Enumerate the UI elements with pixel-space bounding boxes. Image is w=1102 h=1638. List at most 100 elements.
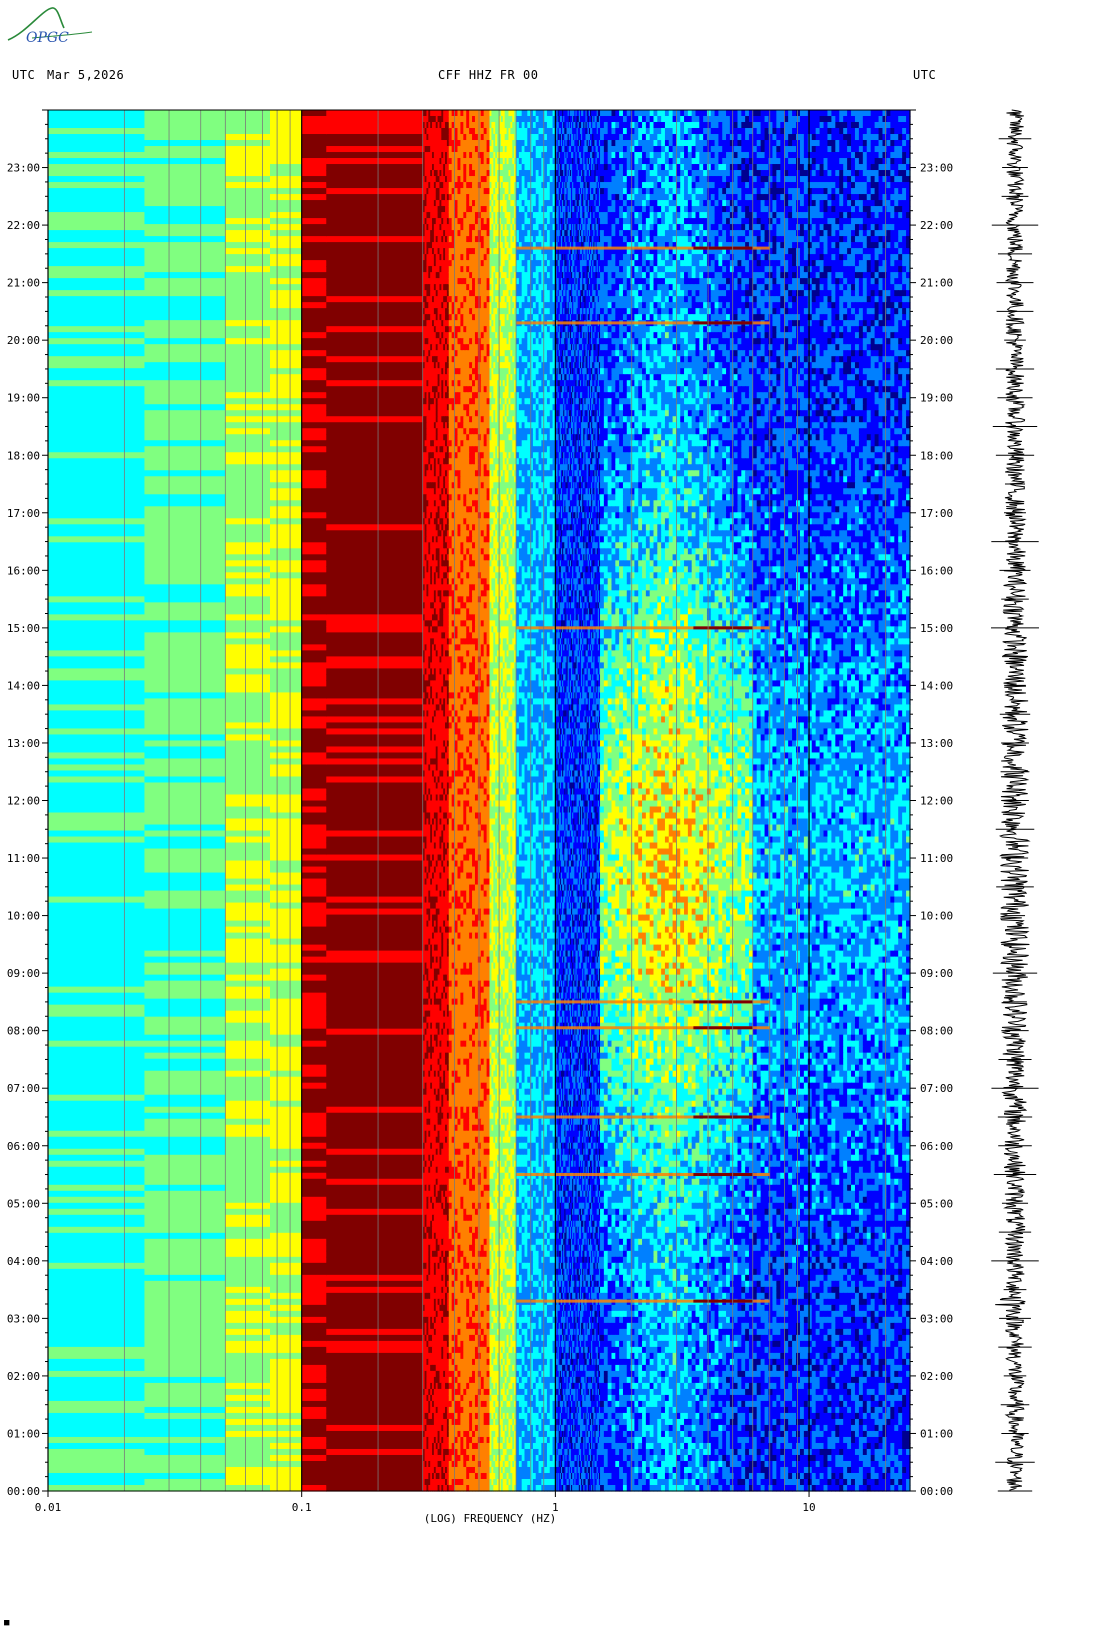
heatmap-cell (48, 734, 145, 741)
heatmap-cell (48, 638, 145, 645)
heatmap-cell (144, 915, 225, 922)
heatmap-cell (326, 1137, 423, 1144)
heatmap-cell (270, 1047, 302, 1054)
heatmap-cell (270, 1437, 302, 1444)
heatmap-cell (270, 933, 302, 940)
heatmap-cell (270, 314, 302, 321)
heatmap-cell (144, 728, 225, 735)
heatmap-cell (48, 668, 145, 675)
heatmap-cell (302, 1467, 327, 1474)
heatmap-cell (225, 194, 270, 201)
heatmap-cell (48, 1137, 145, 1144)
heatmap-cell (48, 566, 145, 573)
heatmap-cell (270, 1137, 302, 1144)
heatmap-cell (326, 452, 423, 459)
heatmap-cell (270, 536, 302, 543)
heatmap-cell (270, 128, 302, 135)
heatmap-cell (270, 488, 302, 495)
heatmap-cell (225, 656, 270, 663)
heatmap-cell (144, 272, 225, 279)
heatmap-cell (225, 813, 270, 820)
heatmap-cell (48, 326, 145, 333)
heatmap-cell (144, 1227, 225, 1234)
heatmap-cell (144, 368, 225, 375)
heatmap-cell (326, 638, 423, 645)
heatmap-cell (302, 1149, 327, 1156)
heatmap-cell (302, 849, 327, 856)
heatmap-cell (270, 356, 302, 363)
heatmap-cell (144, 1281, 225, 1288)
heatmap-cell (225, 1437, 270, 1444)
heatmap-cell (48, 386, 145, 393)
heatmap-cell (270, 885, 302, 892)
heatmap-cell (144, 752, 225, 759)
heatmap-cell (144, 170, 225, 177)
heatmap-cell (144, 1239, 225, 1246)
heatmap-cell (270, 1161, 302, 1168)
heatmap-cell (225, 1395, 270, 1402)
heatmap-cell (48, 1347, 145, 1354)
heatmap-cell (326, 332, 423, 339)
heatmap-cell (326, 242, 423, 249)
heatmap-cell (48, 572, 145, 579)
heatmap-cell (302, 596, 327, 603)
heatmap-cell (48, 1131, 145, 1138)
heatmap-cell (144, 1209, 225, 1216)
heatmap-cell (144, 867, 225, 874)
heatmap-cell (48, 843, 145, 850)
heatmap-cell (48, 218, 145, 225)
heatmap-cell (48, 782, 145, 789)
heatmap-cell (302, 825, 327, 832)
heatmap-cell (302, 1023, 327, 1030)
heatmap-cell (270, 422, 302, 429)
heatmap-cell (144, 188, 225, 195)
heatmap-cell (48, 807, 145, 814)
heatmap-cell (326, 350, 423, 357)
heatmap-cell (48, 891, 145, 898)
heatmap-cell (302, 674, 327, 681)
heatmap-cell (302, 488, 327, 495)
heatmap-cell (270, 927, 302, 934)
heatmap-cell (225, 1281, 270, 1288)
heatmap-cell (48, 710, 145, 717)
heatmap-cell (302, 170, 327, 177)
heatmap-cell (225, 302, 270, 309)
heatmap-cell (225, 470, 270, 477)
heatmap-cell (326, 512, 423, 519)
heatmap-cell (302, 368, 327, 375)
heatmap-cell (144, 1377, 225, 1384)
heatmap-cell (326, 1287, 423, 1294)
heatmap-cell (225, 963, 270, 970)
heatmap-cell (302, 1275, 327, 1282)
heatmap-cell (144, 1185, 225, 1192)
heatmap-cell (225, 1347, 270, 1354)
heatmap-cell (302, 1263, 327, 1270)
heatmap-cell (225, 873, 270, 880)
heatmap-cell (302, 1449, 327, 1456)
heatmap-cell (225, 530, 270, 537)
heatmap-cell (270, 1287, 302, 1294)
heatmap-cell (225, 1335, 270, 1342)
heatmap-cell (302, 602, 327, 609)
heatmap-cell (302, 686, 327, 693)
heatmap-cell (326, 1353, 423, 1360)
heatmap-cell (326, 975, 423, 982)
heatmap-cell (48, 939, 145, 946)
heatmap-cell (144, 1299, 225, 1306)
heatmap-cell (225, 1329, 270, 1336)
heatmap-cell (302, 1083, 327, 1090)
heatmap-cell (144, 1071, 225, 1078)
heatmap-cell (326, 951, 423, 958)
heatmap-cell (302, 224, 327, 231)
heatmap-cell (225, 1215, 270, 1222)
heatmap-cell (326, 819, 423, 826)
heatmap-cell (302, 1431, 327, 1438)
heatmap-cell (326, 1143, 423, 1150)
heatmap-cell (326, 284, 423, 291)
heatmap-cell (326, 290, 423, 297)
heatmap-cell (144, 590, 225, 597)
heatmap-cell (225, 776, 270, 783)
heatmap-cell (270, 752, 302, 759)
heatmap-cell (302, 945, 327, 952)
heatmap-cell (302, 921, 327, 928)
